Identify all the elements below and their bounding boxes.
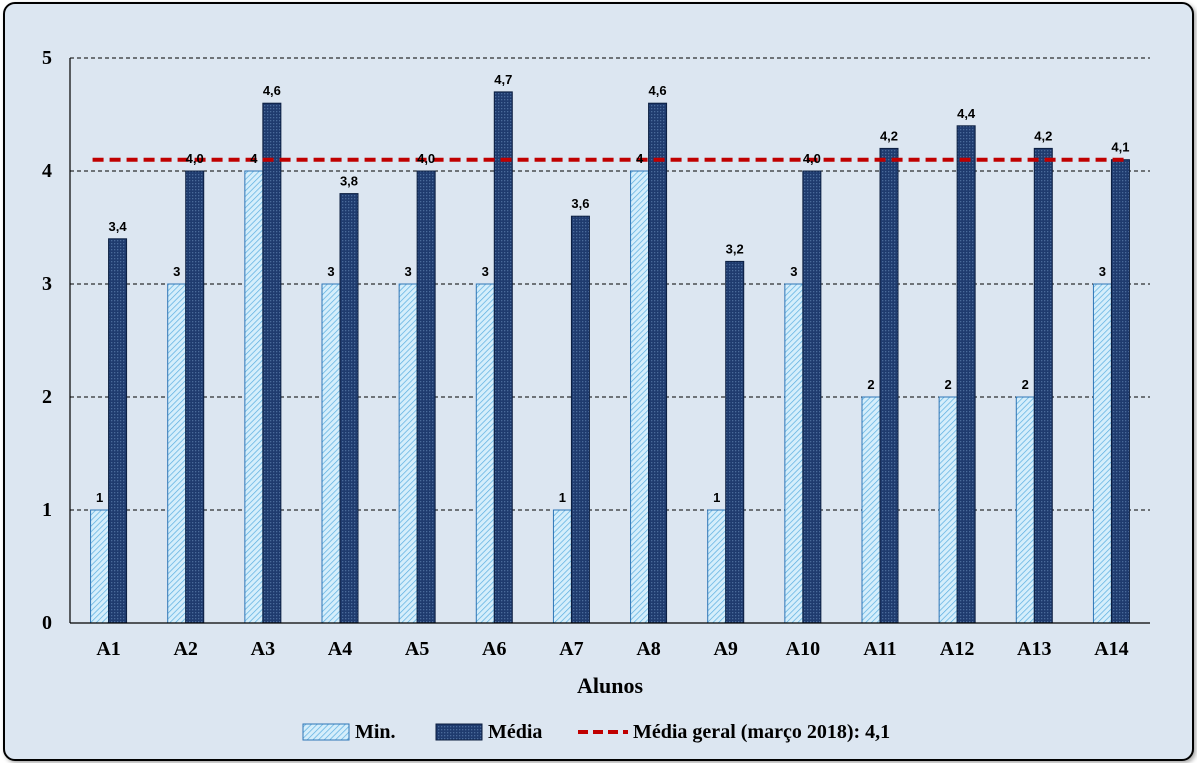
bar-min (630, 170, 650, 624)
bar-min (398, 283, 418, 624)
x-tick-label: A9 (713, 638, 737, 660)
bar-min (244, 170, 264, 624)
x-tick-label: A3 (251, 638, 275, 660)
data-label-media: 4,0 (803, 151, 821, 166)
x-tick-label: A12 (940, 638, 974, 660)
data-label-min: 4 (250, 151, 258, 166)
y-tick-label: 1 (42, 499, 52, 521)
bar-media (339, 193, 359, 624)
bar-media (1033, 147, 1053, 624)
data-labels: 1 3,4 3 4,0 4 4,6 3 3,8 3 4,0 3 4,7 1 3,6 4 4,6 1 3,2 3 4,0… (96, 72, 1130, 505)
data-label-min: 3 (790, 264, 797, 279)
data-label-media: 4,2 (880, 128, 898, 143)
data-label-media: 4,7 (494, 72, 512, 87)
y-tick-label: 5 (42, 47, 52, 69)
data-label-media: 4,2 (1034, 128, 1052, 143)
bar-media (108, 238, 128, 624)
bar-media (262, 102, 282, 624)
data-label-min: 4 (636, 151, 644, 166)
bar-media (1110, 159, 1130, 624)
bar-min (1015, 396, 1035, 624)
legend: Min. Média Média geral (março 2018): 4,1 (302, 721, 890, 743)
legend-label-reference: Média geral (março 2018): 4,1 (633, 721, 890, 743)
data-label-min: 2 (1022, 377, 1029, 392)
data-label-min: 2 (867, 377, 874, 392)
data-label-min: 1 (559, 490, 566, 505)
data-label-media: 4,0 (417, 151, 435, 166)
bar-media (725, 260, 745, 624)
bar-media (802, 170, 822, 624)
legend-label-min: Min. (355, 721, 396, 743)
bar-min (90, 509, 110, 624)
y-tick-label: 3 (42, 273, 52, 295)
data-label-min: 1 (96, 490, 103, 505)
x-tick-label: A8 (636, 638, 660, 660)
bar-min (167, 283, 187, 624)
bar-media (956, 125, 976, 624)
legend-swatch-media (435, 723, 483, 741)
y-tick-label: 4 (42, 160, 52, 182)
x-tick-label: A5 (405, 638, 429, 660)
x-tick-label: A11 (863, 638, 896, 660)
bar-media (416, 170, 436, 624)
data-label-media: 4,1 (1111, 140, 1129, 155)
data-label-min: 2 (945, 377, 952, 392)
axes: 0 1 2 3 4 5 A1 A2 A3 A4 A5 A6 A7 A8 A9 A10 A11 A12 A13 A14 A… (42, 47, 1150, 698)
data-label-media: 3,6 (571, 196, 589, 211)
data-label-min: 3 (1099, 264, 1106, 279)
data-label-min: 1 (713, 490, 720, 505)
data-label-min: 3 (173, 264, 180, 279)
data-label-media: 3,2 (726, 241, 744, 256)
bar-min (938, 396, 958, 624)
x-tick-label: A14 (1094, 638, 1128, 660)
data-label-media: 3,8 (340, 174, 358, 189)
bar-media (879, 147, 899, 624)
bar-min (321, 283, 341, 624)
bar-media (185, 170, 205, 624)
data-label-media: 4,6 (263, 83, 281, 98)
x-tick-label: A6 (482, 638, 506, 660)
data-label-min: 3 (482, 264, 489, 279)
data-label-min: 3 (405, 264, 412, 279)
bar-min (475, 283, 495, 624)
bar-media (493, 91, 513, 624)
x-tick-label: A1 (96, 638, 120, 660)
bar-min (1092, 283, 1112, 624)
data-label-media: 3,4 (109, 219, 128, 234)
bar-min (861, 396, 881, 624)
bar-media (648, 102, 668, 624)
x-tick-label: A4 (328, 638, 352, 660)
bar-min (552, 509, 572, 624)
legend-swatch-min (302, 723, 350, 741)
bar-media (570, 215, 590, 624)
data-label-media: 4,6 (649, 83, 667, 98)
bar-min (784, 283, 804, 624)
y-tick-label: 0 (42, 612, 52, 634)
bars (90, 91, 1130, 624)
gridlines (70, 57, 1150, 511)
x-tick-label: A2 (173, 638, 197, 660)
x-tick-label: A13 (1017, 638, 1051, 660)
data-label-media: 4,0 (186, 151, 204, 166)
bar-min (707, 509, 727, 624)
data-label-media: 4,4 (957, 106, 976, 121)
legend-label-media: Média (488, 721, 542, 743)
x-axis-title: Alunos (577, 673, 643, 698)
data-label-min: 3 (327, 264, 334, 279)
y-tick-label: 2 (42, 386, 52, 408)
x-tick-label: A7 (559, 638, 583, 660)
x-tick-label: A10 (786, 638, 820, 660)
